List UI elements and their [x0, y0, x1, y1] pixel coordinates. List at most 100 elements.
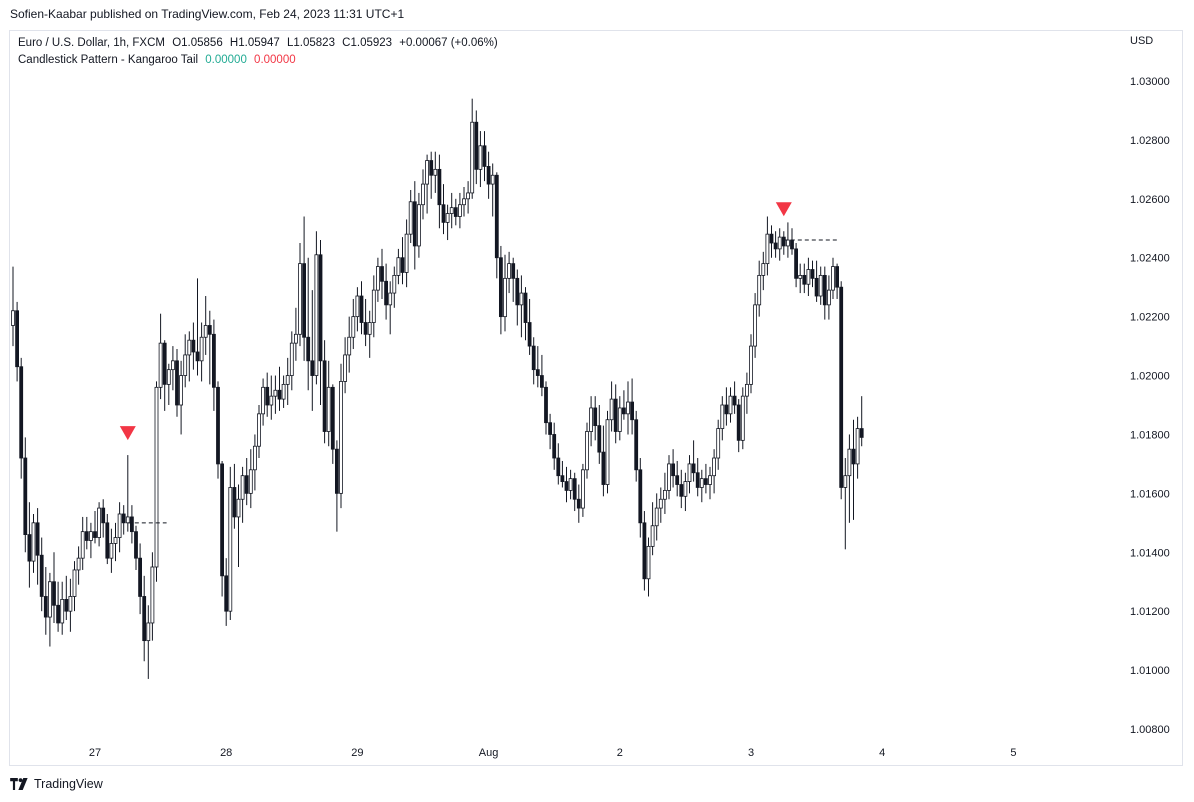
- candle: [572, 472, 577, 512]
- candle: [720, 396, 725, 441]
- candle-body: [117, 513, 122, 538]
- candle: [129, 505, 134, 544]
- candle: [27, 502, 32, 588]
- price-tick-label: 1.02600: [1130, 194, 1170, 206]
- candle: [80, 516, 85, 570]
- candle-body: [384, 280, 389, 306]
- candle: [585, 422, 589, 479]
- candle: [589, 396, 593, 447]
- bearish-signal-marker[interactable]: [775, 202, 792, 217]
- candle: [794, 243, 798, 288]
- candle: [638, 458, 643, 538]
- candle-body: [568, 478, 573, 491]
- candle: [11, 266, 15, 347]
- time-tick-label: 27: [89, 747, 101, 759]
- candle: [56, 581, 60, 632]
- candle: [179, 360, 184, 435]
- candle-body: [745, 383, 749, 397]
- candle-body: [375, 266, 380, 291]
- candle: [388, 281, 393, 335]
- candle: [437, 154, 442, 229]
- candle: [597, 405, 602, 464]
- candle-body: [831, 266, 835, 291]
- candle: [60, 581, 65, 635]
- candle-body: [527, 322, 532, 347]
- symbol-name[interactable]: Euro / U.S. Dollar, 1h, FXCM: [18, 37, 165, 49]
- candle: [64, 575, 69, 621]
- candle-body: [716, 428, 721, 459]
- ohlc-open: O1.05856: [172, 37, 223, 49]
- candle-body: [306, 336, 311, 362]
- candle: [421, 169, 425, 220]
- candle: [183, 334, 188, 388]
- candle-body: [232, 487, 237, 518]
- candle: [76, 546, 81, 585]
- candle: [113, 522, 118, 562]
- candle: [790, 228, 794, 255]
- tradingview-brand[interactable]: TradingView: [10, 777, 103, 791]
- candle-body: [732, 395, 737, 406]
- candle-body: [261, 386, 266, 415]
- candle: [749, 334, 753, 394]
- candle: [441, 184, 446, 235]
- price-tick-label: 1.02200: [1130, 312, 1170, 324]
- candle: [724, 387, 729, 426]
- candle: [515, 269, 520, 326]
- candle: [19, 357, 24, 479]
- candle: [765, 216, 770, 276]
- candle-body: [753, 304, 757, 347]
- candle: [802, 263, 807, 294]
- candle: [31, 513, 36, 573]
- candle-body: [634, 419, 639, 471]
- candle: [453, 198, 458, 226]
- candle-body: [158, 342, 163, 388]
- candle-body: [617, 407, 622, 432]
- candle-body: [31, 522, 36, 562]
- candle: [269, 375, 274, 420]
- signals-layer: [119, 202, 839, 524]
- candle-body: [736, 404, 741, 441]
- candle: [154, 381, 159, 582]
- candle: [351, 298, 356, 350]
- candle: [175, 349, 179, 417]
- candle-body: [23, 457, 28, 536]
- candle: [507, 251, 512, 294]
- candle-body: [486, 166, 491, 185]
- candle: [314, 231, 319, 385]
- candle: [486, 151, 491, 199]
- indicator-name[interactable]: Candlestick Pattern - Kangaroo Tail: [18, 54, 199, 66]
- candle-body: [343, 354, 348, 382]
- candle: [827, 275, 831, 320]
- price-tick-label: 1.01600: [1130, 488, 1170, 500]
- candle: [646, 537, 651, 597]
- price-tick-label: 1.01200: [1130, 606, 1170, 618]
- chart-frame[interactable]: [9, 30, 1183, 766]
- candle-body: [667, 463, 671, 491]
- candle-body: [76, 557, 81, 571]
- candle: [109, 528, 114, 573]
- candle-body: [142, 596, 147, 642]
- candle-body: [347, 336, 352, 356]
- candle: [851, 419, 856, 520]
- candle: [814, 260, 819, 302]
- candle: [134, 525, 138, 570]
- candle: [716, 419, 721, 470]
- candle: [97, 502, 101, 547]
- candle: [384, 263, 389, 320]
- candle: [166, 363, 171, 405]
- candle: [581, 463, 585, 517]
- candle: [84, 516, 89, 550]
- candle: [855, 416, 860, 479]
- candle: [523, 287, 528, 341]
- candle: [831, 257, 835, 299]
- candle: [605, 410, 610, 494]
- candle-body: [48, 581, 52, 618]
- candle: [363, 298, 368, 347]
- time-tick-label: 3: [748, 747, 754, 759]
- bearish-signal-marker[interactable]: [119, 426, 136, 441]
- candle-body: [339, 381, 343, 494]
- candle: [753, 293, 757, 358]
- candle: [478, 131, 483, 188]
- candle-body: [80, 531, 85, 559]
